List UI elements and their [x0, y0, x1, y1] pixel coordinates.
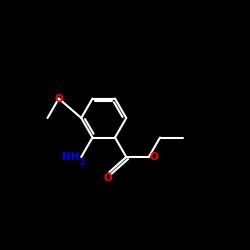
Text: O: O	[54, 94, 63, 104]
Text: NH: NH	[62, 152, 79, 162]
Text: O: O	[150, 152, 158, 162]
Text: O: O	[104, 173, 112, 183]
Text: 2: 2	[80, 158, 85, 167]
